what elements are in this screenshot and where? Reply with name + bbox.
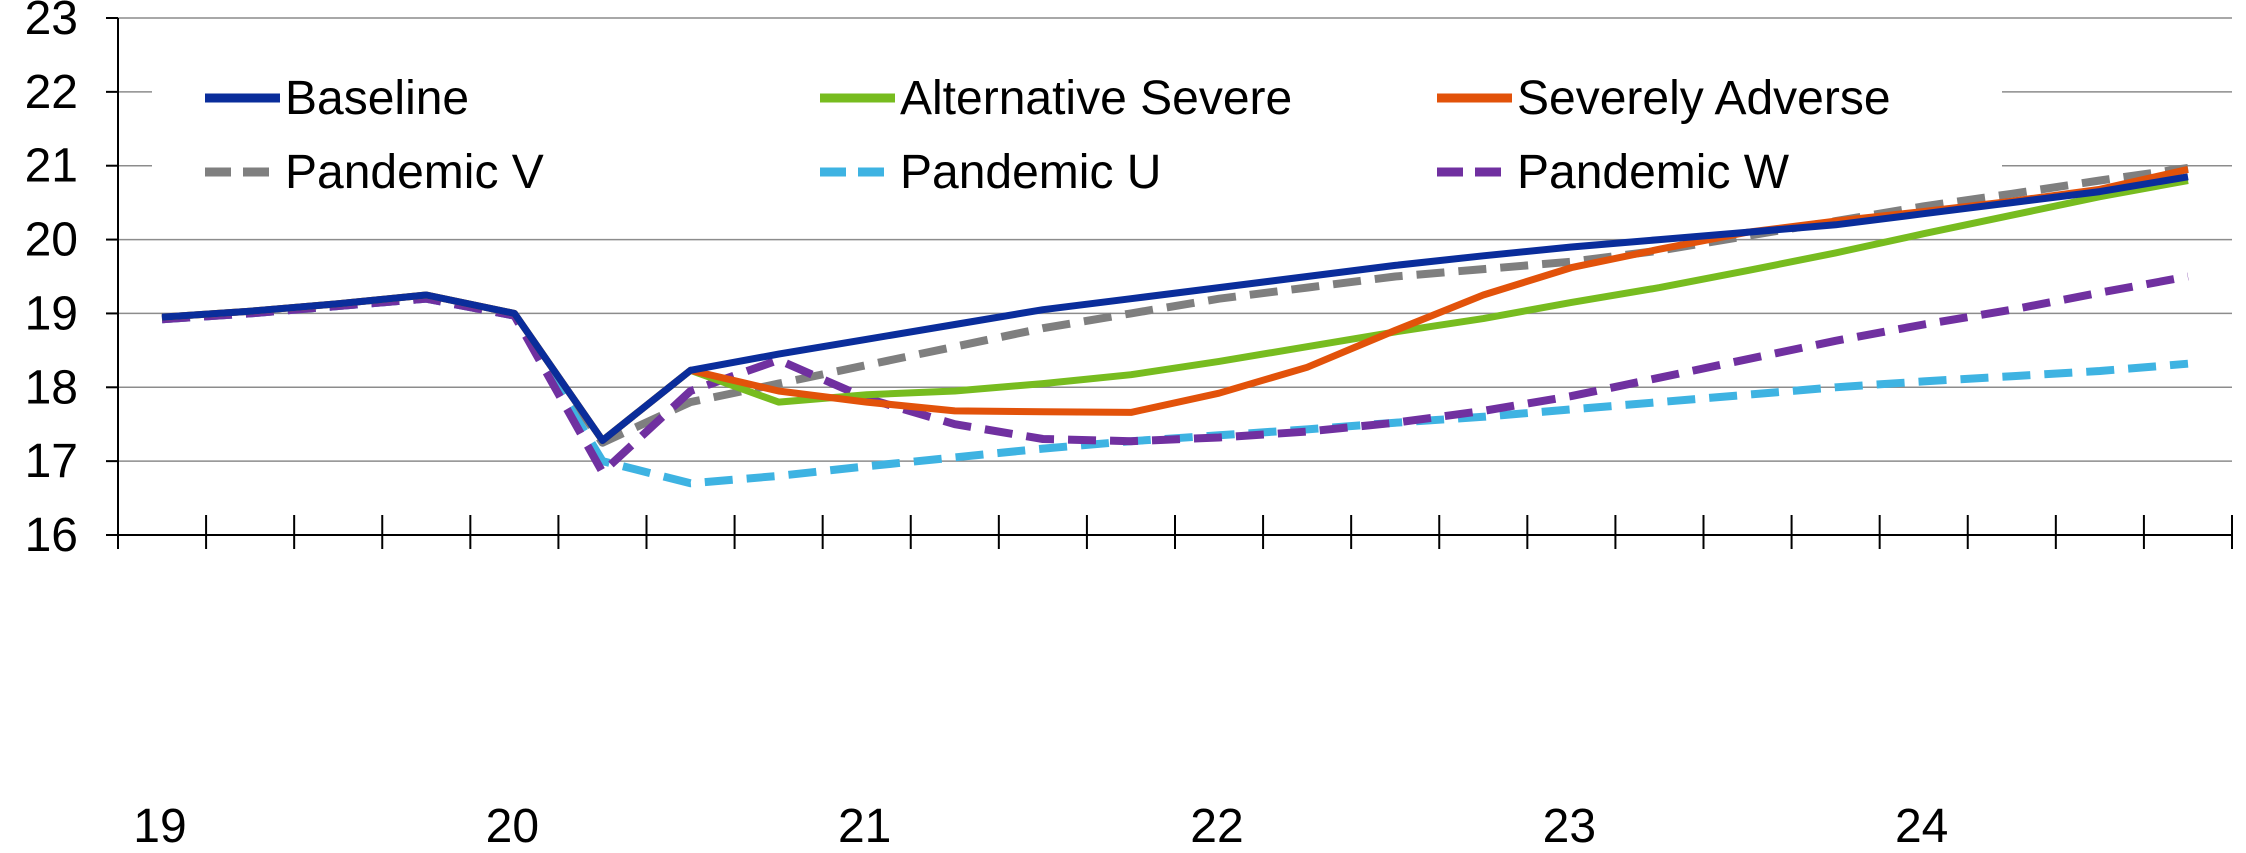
legend-entry-label: Severely Adverse xyxy=(1517,72,1891,125)
x-tick-label: 21 xyxy=(838,800,891,853)
y-tick-label: 22 xyxy=(25,66,78,119)
y-tick-label: 20 xyxy=(25,214,78,267)
y-tick-label: 23 xyxy=(25,0,78,45)
series-line-baseline xyxy=(161,173,2189,444)
x-tick-label: 20 xyxy=(486,800,539,853)
y-tick-labels: 16 17 18 19 20 21 22 23 xyxy=(25,0,78,562)
x-tick-label: 23 xyxy=(1543,800,1596,853)
axes xyxy=(106,17,2233,549)
y-tick-label: 19 xyxy=(25,287,78,340)
x-tick-label: 19 xyxy=(133,800,186,853)
x-tick-label: 24 xyxy=(1895,800,1948,853)
y-tick-label: 21 xyxy=(25,140,78,193)
x-tick-label: 22 xyxy=(1190,800,1243,853)
legend-entry-label: Pandemic W xyxy=(1517,146,1790,199)
y-tick-label: 17 xyxy=(25,435,78,488)
x-tick-labels: 19 20 21 22 23 24 xyxy=(133,800,1948,853)
legend: Baseline Alternative Severe Severely Adver… xyxy=(152,28,2002,208)
legend-entry-label: Pandemic U xyxy=(900,146,1161,199)
series-lines xyxy=(161,163,2189,488)
legend-background xyxy=(152,28,2002,208)
y-tick-label: 18 xyxy=(25,361,78,414)
legend-entry-label: Alternative Severe xyxy=(900,72,1292,125)
series-line-pandemic-u xyxy=(161,294,2189,488)
legend-entry-label: Pandemic V xyxy=(285,146,544,199)
y-tick-label: 16 xyxy=(25,509,78,562)
legend-entry-label: Baseline xyxy=(285,72,469,125)
